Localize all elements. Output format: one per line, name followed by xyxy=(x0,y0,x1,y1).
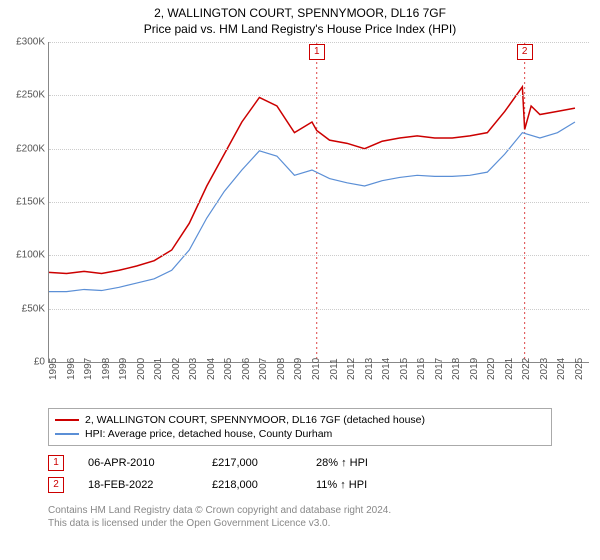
x-tick-label: 2002 xyxy=(171,358,182,380)
event-row: 2 18-FEB-2022 £218,000 11% ↑ HPI xyxy=(48,474,552,496)
event-date: 06-APR-2010 xyxy=(88,457,188,469)
footer-line-1: Contains HM Land Registry data © Crown c… xyxy=(48,504,552,517)
gridline-h xyxy=(49,149,589,150)
x-tick-label: 2013 xyxy=(364,358,375,380)
x-tick-label: 2000 xyxy=(136,358,147,380)
x-tick-label: 2008 xyxy=(276,358,287,380)
x-tick-label: 2024 xyxy=(556,358,567,380)
x-tick-label: 1999 xyxy=(118,358,129,380)
x-tick-label: 2018 xyxy=(451,358,462,380)
y-tick-label: £50K xyxy=(5,303,45,314)
gridline-h xyxy=(49,202,589,203)
series-line-property xyxy=(49,87,575,274)
page-title: 2, WALLINGTON COURT, SPENNYMOOR, DL16 7G… xyxy=(0,0,600,20)
y-tick-label: £100K xyxy=(5,250,45,261)
page-subtitle: Price paid vs. HM Land Registry's House … xyxy=(0,20,600,42)
footer: Contains HM Land Registry data © Crown c… xyxy=(48,504,552,530)
x-tick-label: 2006 xyxy=(241,358,252,380)
gridline-h xyxy=(49,309,589,310)
event-price: £217,000 xyxy=(212,457,292,469)
event-index-box: 1 xyxy=(48,455,64,471)
x-tick-label: 1996 xyxy=(66,358,77,380)
legend: 2, WALLINGTON COURT, SPENNYMOOR, DL16 7G… xyxy=(48,408,552,446)
x-tick-label: 2016 xyxy=(416,358,427,380)
event-pct: 11% ↑ HPI xyxy=(316,479,552,491)
gridline-h xyxy=(49,42,589,43)
x-tick-label: 1995 xyxy=(48,358,59,380)
legend-label: 2, WALLINGTON COURT, SPENNYMOOR, DL16 7G… xyxy=(85,414,425,426)
chart-container: 2, WALLINGTON COURT, SPENNYMOOR, DL16 7G… xyxy=(0,0,600,560)
gridline-h xyxy=(49,95,589,96)
legend-swatch xyxy=(55,433,79,435)
x-tick-label: 2022 xyxy=(521,358,532,380)
y-tick-label: £250K xyxy=(5,90,45,101)
x-tick-label: 2007 xyxy=(258,358,269,380)
x-tick-label: 1997 xyxy=(83,358,94,380)
chart-area: £0£50K£100K£150K£200K£250K£300K12 199519… xyxy=(48,42,588,382)
series-line-hpi xyxy=(49,122,575,292)
event-pct: 28% ↑ HPI xyxy=(316,457,552,469)
x-tick-label: 2023 xyxy=(539,358,550,380)
event-index-box: 2 xyxy=(48,477,64,493)
x-tick-label: 2020 xyxy=(486,358,497,380)
x-tick-label: 2010 xyxy=(311,358,322,380)
events-table: 1 06-APR-2010 £217,000 28% ↑ HPI 2 18-FEB-202… xyxy=(48,452,552,496)
footer-line-2: This data is licensed under the Open Gov… xyxy=(48,517,552,530)
x-tick-label: 2009 xyxy=(293,358,304,380)
x-axis-labels: 1995199619971998199920002001200220032004… xyxy=(48,362,588,382)
y-tick-label: £300K xyxy=(5,37,45,48)
event-date: 18-FEB-2022 xyxy=(88,479,188,491)
x-tick-label: 1998 xyxy=(101,358,112,380)
x-tick-label: 2025 xyxy=(574,358,585,380)
x-tick-label: 2012 xyxy=(346,358,357,380)
y-tick-label: £0 xyxy=(5,357,45,368)
legend-row: HPI: Average price, detached house, Coun… xyxy=(55,427,545,441)
gridline-h xyxy=(49,255,589,256)
event-row: 1 06-APR-2010 £217,000 28% ↑ HPI xyxy=(48,452,552,474)
plot: £0£50K£100K£150K£200K£250K£300K12 xyxy=(48,42,589,363)
x-tick-label: 2017 xyxy=(434,358,445,380)
x-tick-label: 2019 xyxy=(469,358,480,380)
event-marker: 1 xyxy=(309,44,325,60)
x-tick-label: 2011 xyxy=(329,358,340,380)
y-tick-label: £150K xyxy=(5,197,45,208)
x-tick-label: 2001 xyxy=(153,358,164,380)
event-price: £218,000 xyxy=(212,479,292,491)
legend-swatch xyxy=(55,419,79,421)
y-tick-label: £200K xyxy=(5,143,45,154)
legend-label: HPI: Average price, detached house, Coun… xyxy=(85,428,332,440)
x-tick-label: 2015 xyxy=(399,358,410,380)
x-tick-label: 2005 xyxy=(223,358,234,380)
x-tick-label: 2003 xyxy=(188,358,199,380)
event-marker: 2 xyxy=(517,44,533,60)
x-tick-label: 2004 xyxy=(206,358,217,380)
legend-row: 2, WALLINGTON COURT, SPENNYMOOR, DL16 7G… xyxy=(55,413,545,427)
x-tick-label: 2021 xyxy=(504,358,515,380)
x-tick-label: 2014 xyxy=(381,358,392,380)
